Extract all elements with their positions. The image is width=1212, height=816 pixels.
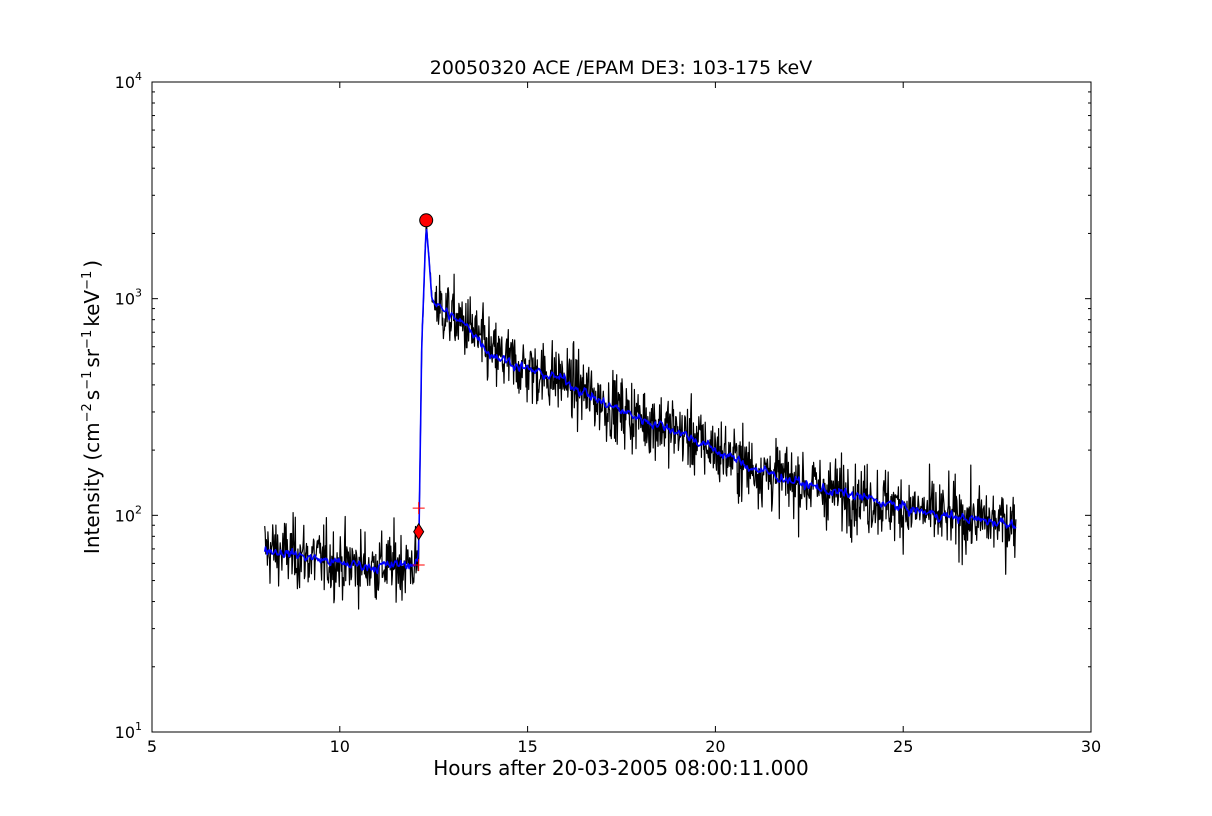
- y-axis-label: Intensity (cm−2s−1sr−1keV−1): [80, 260, 104, 554]
- y-tick-label: 103: [115, 287, 142, 309]
- onset-lower-marker: [412, 558, 425, 571]
- onset-marker: [413, 522, 425, 541]
- plot-area: [263, 213, 1017, 610]
- smoothed-intensity-line: [263, 228, 1017, 575]
- x-tick-label: 10: [330, 737, 350, 756]
- onset-upper-marker: [412, 502, 425, 515]
- x-axis-label: Hours after 20-03-2005 08:00:11.000: [433, 756, 809, 780]
- series-layer: [263, 223, 1017, 610]
- peak-marker: [419, 213, 434, 228]
- chart-title: 20050320 ACE /EPAM DE3: 103-175 keV: [430, 57, 812, 79]
- y-tick-label: 104: [115, 70, 142, 92]
- x-tick-label: 5: [147, 737, 157, 756]
- raw-intensity-line: [264, 223, 1017, 610]
- x-tick-label: 30: [1081, 737, 1101, 756]
- plot-frame: [151, 81, 1092, 733]
- x-tick-label: 25: [893, 737, 913, 756]
- marker-layer: [412, 213, 434, 571]
- x-axis-ticks: 5 10 15 20 25 30: [147, 82, 1101, 756]
- x-tick-label: 20: [705, 737, 725, 756]
- y-axis-ticks: 101 102 103 104: [115, 70, 1091, 742]
- y-tick-label: 101: [115, 720, 142, 742]
- y-tick-label: 102: [115, 503, 142, 525]
- x-tick-label: 15: [517, 737, 537, 756]
